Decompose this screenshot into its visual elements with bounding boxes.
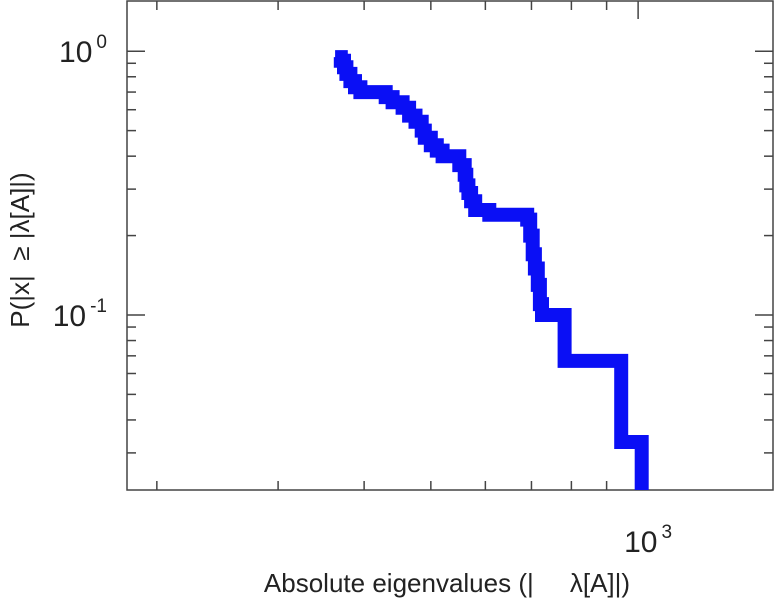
axis-ticks: [127, 1, 773, 490]
y-axis-label: P(|x| ≥ |λ[A]|): [5, 172, 35, 327]
series-step-line: [333, 50, 649, 490]
x-axis-label: Absolute eigenvalues (| λ[A]|): [264, 568, 630, 598]
y-tick-label: 10 0: [59, 32, 107, 69]
tick-labels: 10 0 10 -1 10 3: [53, 32, 672, 559]
x-tick-label: 10 3: [624, 522, 672, 559]
y-tick-label: 10 -1: [53, 296, 107, 333]
plot-frame: [126, 0, 774, 491]
